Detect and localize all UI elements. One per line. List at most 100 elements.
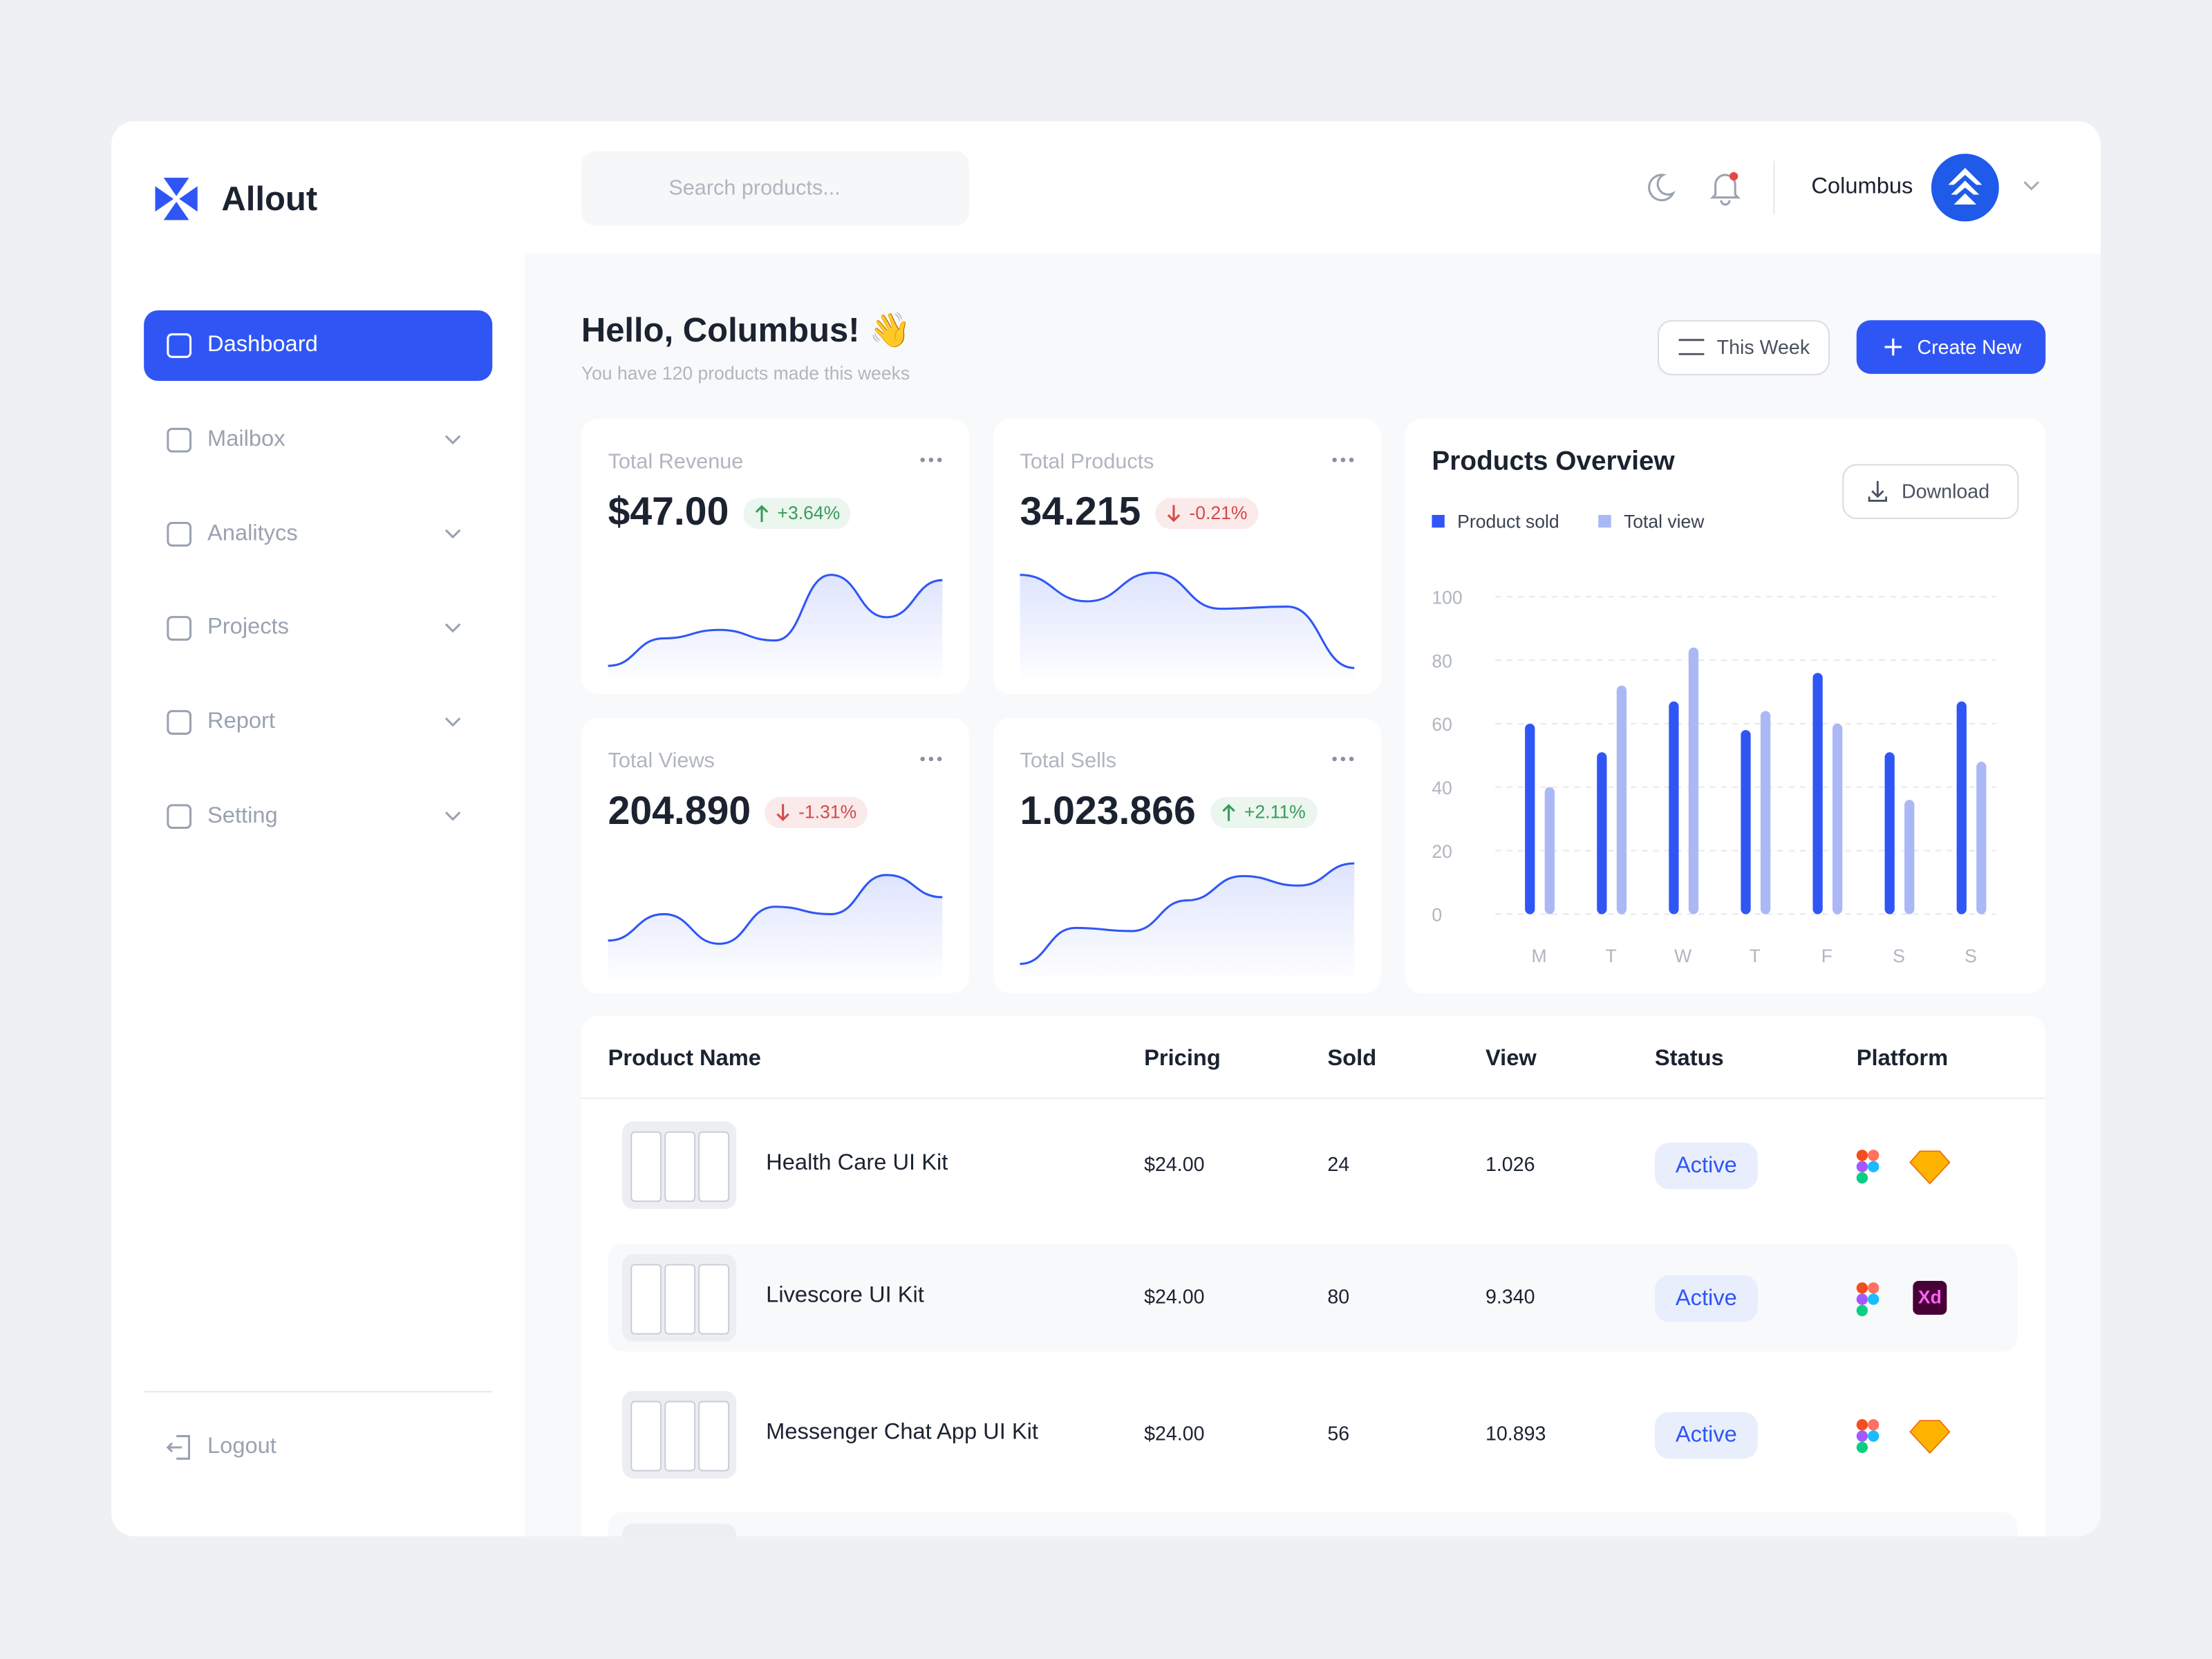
- y-tick-label: 40: [1432, 778, 1452, 798]
- theme-toggle[interactable]: [1644, 171, 1678, 205]
- bar: [1760, 711, 1771, 915]
- legend-label: Product sold: [1457, 510, 1559, 532]
- thumb-screen: [630, 1131, 662, 1202]
- sparkline-area: [1020, 863, 1355, 984]
- create-label: Create New: [1917, 335, 2022, 359]
- stat-label: Total Revenue: [608, 450, 744, 474]
- y-tick-label: 60: [1432, 714, 1452, 735]
- sparkline: [608, 574, 943, 667]
- figma-part: [1856, 1150, 1868, 1161]
- figma-part: [1856, 1430, 1868, 1442]
- download-label: Download: [1902, 479, 1990, 503]
- sparkline: [1020, 572, 1355, 669]
- nav-item[interactable]: Projects: [207, 615, 289, 640]
- trend-arrow: [776, 804, 789, 821]
- thumb-screen: [664, 1131, 696, 1202]
- bar: [1741, 730, 1751, 915]
- menu-dot: [920, 458, 925, 462]
- sketch-icon: [1909, 1150, 1951, 1185]
- status-badge: Active: [1654, 1275, 1758, 1322]
- sold: 56: [1327, 1422, 1350, 1445]
- column-header: Sold: [1327, 1047, 1377, 1071]
- avatar[interactable]: [1931, 153, 1999, 222]
- y-tick-label: 0: [1432, 905, 1442, 926]
- status-badge: Active: [1654, 1143, 1758, 1190]
- pricing: $24.00: [1144, 1422, 1205, 1445]
- chevron: [444, 623, 461, 633]
- figma-part: [1856, 1161, 1868, 1172]
- bar: [1812, 673, 1823, 915]
- menu-dot: [1349, 756, 1354, 762]
- filter-label: This Week: [1716, 335, 1810, 359]
- filter-button[interactable]: [1657, 320, 1830, 375]
- nav-icon: [167, 427, 192, 453]
- xd-icon: Xd: [1913, 1281, 1947, 1315]
- bar: [1976, 762, 1987, 915]
- x-tick-label: S: [1965, 946, 1977, 966]
- trend-arrow: [755, 505, 769, 523]
- nav-active[interactable]: [144, 310, 493, 382]
- pricing: $24.00: [1144, 1152, 1205, 1175]
- change-badge: -1.31%: [765, 797, 868, 828]
- sparkline: [1020, 862, 1355, 965]
- thumb-screen: [698, 1400, 730, 1472]
- stat-label: Total Sells: [1020, 749, 1117, 774]
- figma-part: [1868, 1293, 1880, 1305]
- logout[interactable]: Logout: [207, 1434, 276, 1459]
- user-name: Columbus: [1811, 175, 1913, 199]
- thumb-screen: [630, 1264, 662, 1335]
- greeting-subtitle: You have 120 products made this weeks: [581, 362, 910, 384]
- sparkline-area: [1020, 572, 1355, 684]
- menu-dot: [1349, 458, 1354, 462]
- nav-icon: [167, 804, 192, 830]
- thumb-screen: [664, 1264, 696, 1335]
- nav-item[interactable]: Report: [207, 709, 276, 734]
- x-tick-label: F: [1821, 946, 1833, 966]
- view: 10.893: [1485, 1422, 1546, 1445]
- stat-label: Total Views: [608, 749, 715, 774]
- column-header: Platform: [1856, 1047, 1949, 1071]
- sparkline-area: [608, 874, 943, 984]
- y-tick-label: 20: [1432, 841, 1452, 862]
- stat-value: 204.890: [608, 788, 751, 833]
- nav-item[interactable]: Mailbox: [207, 427, 285, 452]
- bar: [1904, 800, 1915, 915]
- nav-item[interactable]: Setting: [207, 803, 278, 828]
- nav-icon: [167, 616, 192, 641]
- figma-part: [1868, 1150, 1880, 1161]
- bar: [1833, 723, 1843, 915]
- notification-bell[interactable]: [1707, 169, 1743, 206]
- figma-icon: [1856, 1419, 1880, 1454]
- figma-part: [1856, 1282, 1868, 1294]
- table-header-line: [581, 1097, 2046, 1099]
- search-box[interactable]: [581, 151, 970, 226]
- chevron: [444, 529, 461, 539]
- bar: [1597, 752, 1607, 915]
- stat-value: $47.00: [608, 489, 729, 534]
- x-tick-label: S: [1893, 946, 1905, 966]
- nav-item[interactable]: Dashboard: [207, 332, 318, 357]
- status-badge: Active: [1654, 1412, 1758, 1459]
- divider: [1773, 160, 1775, 215]
- bar: [1884, 752, 1895, 915]
- sketch-icon: [1909, 1420, 1951, 1454]
- chevron: [444, 435, 461, 444]
- figma-part: [1856, 1293, 1868, 1305]
- x-tick-label: M: [1531, 946, 1546, 966]
- figma-icon: [1856, 1282, 1880, 1317]
- product-name: Livescore UI Kit: [766, 1284, 924, 1308]
- bar: [1525, 723, 1535, 915]
- user-menu-chevron[interactable]: [2021, 179, 2041, 193]
- x-tick-label: W: [1674, 946, 1691, 966]
- view: 9.340: [1485, 1285, 1535, 1308]
- x-tick-label: T: [1606, 946, 1617, 966]
- product-name: Messenger Chat App UI Kit: [766, 1421, 1039, 1445]
- column-header: View: [1485, 1047, 1537, 1071]
- nav-item[interactable]: Analitycs: [207, 521, 298, 546]
- bar: [1956, 701, 1967, 915]
- download-icon: [1868, 480, 1887, 502]
- y-tick-label: 80: [1432, 650, 1452, 671]
